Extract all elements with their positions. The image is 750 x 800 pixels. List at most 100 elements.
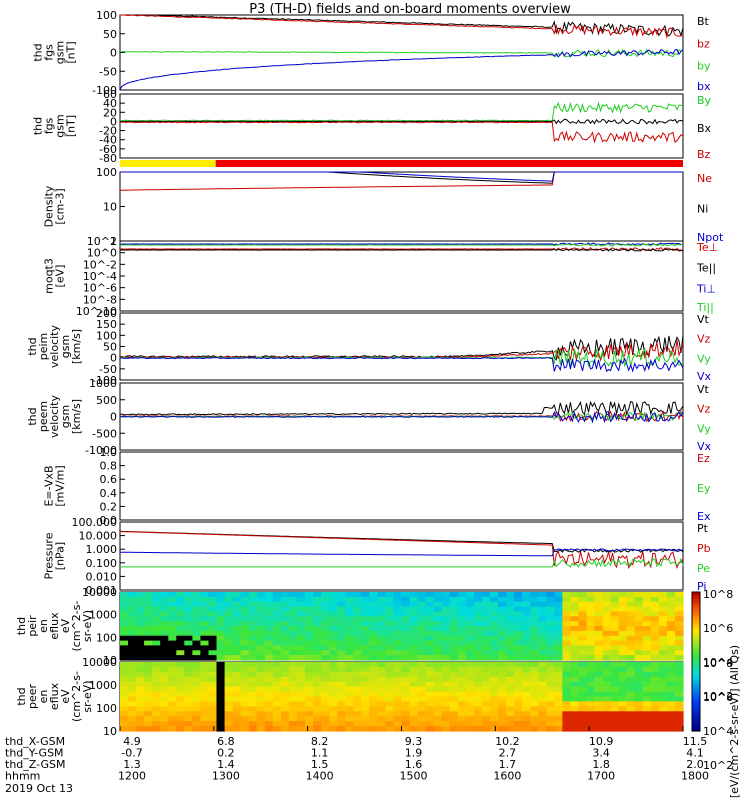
spectrogram-cell	[425, 696, 435, 702]
spectrogram-cell	[256, 606, 266, 613]
spectrogram-cell	[272, 662, 282, 668]
panel-10-ytick-label: 10000	[82, 656, 117, 669]
spectrogram-cell	[473, 606, 483, 613]
spectrogram-cell	[449, 592, 459, 598]
spectrogram-cell	[305, 650, 314, 656]
spectrogram-cell	[522, 611, 531, 617]
spectrogram-cell	[554, 716, 563, 722]
spectrogram-cell	[128, 616, 137, 622]
spectrogram-cell	[570, 596, 579, 603]
spectrogram-cell	[514, 645, 523, 651]
spectrogram-cell	[586, 676, 596, 683]
spectrogram-cell	[296, 611, 306, 617]
panel-1-ytick-label: 100	[96, 9, 117, 22]
spectrogram-cell	[248, 645, 258, 651]
spectrogram-cell	[353, 662, 362, 668]
spectrogram-cell	[377, 606, 386, 613]
spectrogram-cell	[288, 655, 298, 661]
spectrogram-cell	[160, 721, 169, 727]
spectrogram-cell	[433, 655, 443, 661]
spectrogram-cell	[441, 650, 451, 656]
spectrogram-cell	[264, 666, 274, 673]
spectrogram-cell	[481, 721, 491, 727]
spectrogram-cell	[562, 681, 571, 688]
colorbar-cell	[692, 640, 700, 645]
spectrogram-cell	[634, 681, 644, 688]
spectrogram-cell	[377, 626, 386, 632]
spectrogram-cell	[288, 645, 298, 651]
spectrogram-cell	[578, 630, 587, 637]
spectrogram-cell	[546, 726, 555, 732]
spectrogram-cell	[626, 601, 636, 608]
spectrogram-cell	[675, 701, 684, 707]
spectrogram-cell	[602, 662, 612, 668]
legend-vy: Vy	[697, 352, 711, 365]
spectrogram-cell	[136, 626, 145, 632]
spectrogram-cell	[586, 645, 596, 651]
spectrogram-cell	[594, 726, 604, 732]
spectrogram-cell	[530, 640, 539, 647]
spectrogram-cell	[152, 666, 161, 673]
spectrogram-cell	[256, 616, 266, 622]
spectrogram-cell	[337, 676, 346, 683]
spectrogram-cell	[658, 706, 668, 712]
spectrogram-cell	[554, 626, 563, 632]
spectrogram-cell	[208, 662, 218, 668]
spectrogram-cell	[144, 696, 153, 702]
spectrogram-cell	[490, 716, 499, 722]
spectrogram-cell	[385, 596, 394, 603]
spectrogram-cell	[425, 662, 435, 668]
spectrogram-cell	[538, 655, 547, 661]
x-row-label: thd_Y-GSM	[5, 747, 64, 760]
spectrogram-cell	[490, 596, 499, 603]
spectrogram-cell	[296, 592, 306, 598]
colorbar-cell	[692, 678, 700, 683]
spectrogram-cell	[401, 696, 411, 702]
spectrogram-cell	[305, 706, 314, 712]
spectrogram-cell	[473, 671, 483, 678]
spectrogram-cell	[369, 671, 378, 678]
spectrogram-cell	[192, 662, 201, 668]
panel-6-ytick-label: 0	[110, 411, 117, 424]
spectrogram-cell	[296, 681, 306, 688]
spectrogram-cell	[626, 726, 636, 732]
spectrogram-cell	[216, 666, 226, 673]
spectrogram-cell	[401, 650, 411, 656]
spectrogram-cell	[361, 621, 370, 627]
spectrogram-cell	[192, 706, 201, 712]
spectrogram-cell	[449, 626, 459, 632]
spectrogram-cell	[240, 626, 250, 632]
spectrogram-cell	[530, 606, 539, 613]
spectrogram-cell	[441, 726, 451, 732]
spectrogram-cell	[666, 686, 676, 693]
spectrogram-cell	[240, 635, 250, 642]
spectrogram-cell	[345, 601, 354, 608]
spectrogram-cell	[449, 726, 459, 732]
panel-3-frame	[119, 171, 684, 242]
spectrogram-cell	[369, 606, 378, 613]
spectrogram-cell	[546, 596, 555, 603]
spectrogram-cell	[433, 662, 443, 668]
spectrogram-cell	[369, 696, 378, 702]
spectrogram-cell	[144, 611, 153, 617]
spectrogram-cell	[296, 596, 306, 603]
spectrogram-cell	[208, 716, 218, 722]
spectrogram-cell	[280, 630, 290, 637]
spectrogram-cell	[658, 645, 668, 651]
spectrogram-cell	[473, 592, 483, 598]
spectrogram-cell	[361, 611, 370, 617]
spectrogram-cell	[490, 711, 499, 717]
spectrogram-cell	[554, 592, 563, 598]
spectrogram-cell	[570, 621, 579, 627]
spectrogram-cell	[514, 640, 523, 647]
spectrogram-cell	[618, 666, 628, 673]
spectrogram-cell	[433, 621, 443, 627]
spectrogram-cell	[506, 626, 515, 632]
spectrogram-cell	[498, 691, 507, 698]
colorbar-cell	[692, 689, 700, 694]
spectrogram-cell	[160, 666, 169, 673]
spectrogram-cell	[610, 721, 620, 727]
spectrogram-cell	[473, 706, 483, 712]
spectrogram-cell	[216, 640, 226, 647]
spectrogram-cell	[433, 611, 443, 617]
